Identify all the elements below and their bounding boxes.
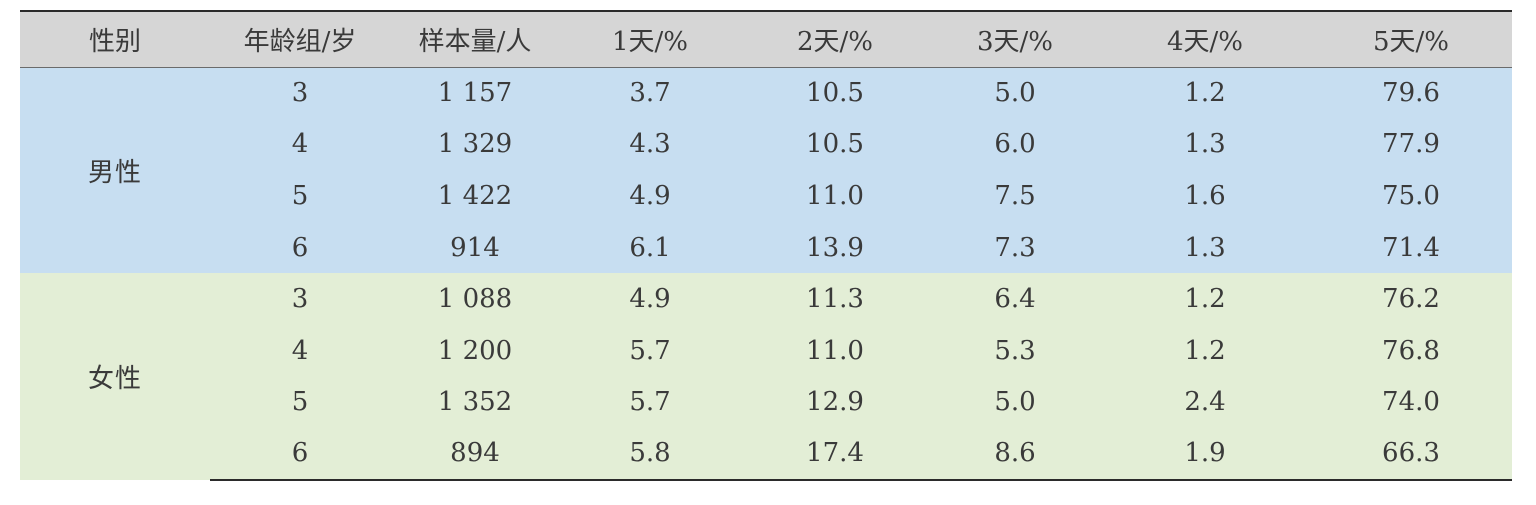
table-row: 4 1 200 5.7 11.0 5.3 1.2 76.8 xyxy=(20,324,1512,377)
age-cell: 6 xyxy=(210,428,390,481)
age-cell: 4 xyxy=(210,118,390,171)
age-cell: 3 xyxy=(210,273,390,325)
sample-cell: 894 xyxy=(390,428,560,481)
age-cell: 4 xyxy=(210,324,390,377)
table-row: 女性 3 1 088 4.9 11.3 6.4 1.2 76.2 xyxy=(20,273,1512,480)
day3-cell: 6.0 xyxy=(930,118,1100,171)
day4-cell: 1.2 xyxy=(1100,273,1310,325)
day1-cell: 4.9 xyxy=(560,170,740,222)
sample-cell: 1 352 xyxy=(390,376,560,429)
female-group: 女性 3 1 088 4.9 11.3 6.4 1.2 76.2 4 1 200… xyxy=(20,273,1512,481)
day1-cell: 5.8 xyxy=(560,428,740,481)
day2-cell: 11.0 xyxy=(740,324,930,377)
table-row: 6 914 6.1 13.9 7.3 1.3 71.4 xyxy=(20,221,1512,274)
day1-cell: 3.7 xyxy=(560,67,740,119)
header-sex: 性别 xyxy=(20,10,210,68)
age-cell: 5 xyxy=(210,170,390,222)
day4-cell: 1.2 xyxy=(1100,324,1310,377)
day3-cell: 5.3 xyxy=(930,324,1100,377)
day5-cell: 75.0 xyxy=(1310,170,1512,222)
age-cell: 3 xyxy=(210,67,390,119)
data-table: 性别 年龄组/岁 样本量/人 1天/% 2天/% 3天/% 4天/% 5天/% … xyxy=(20,10,1512,481)
table-row: 4 1 329 4.3 10.5 6.0 1.3 77.9 xyxy=(20,118,1512,171)
day4-cell: 1.3 xyxy=(1100,118,1310,171)
day1-cell: 4.3 xyxy=(560,118,740,171)
table-row: 5 1 422 4.9 11.0 7.5 1.6 75.0 xyxy=(20,170,1512,222)
sample-cell: 1 329 xyxy=(390,118,560,171)
day2-cell: 10.5 xyxy=(740,118,930,171)
day1-cell: 5.7 xyxy=(560,376,740,429)
sample-cell: 1 088 xyxy=(390,273,560,325)
day4-cell: 2.4 xyxy=(1100,376,1310,429)
day4-cell: 1.6 xyxy=(1100,170,1310,222)
day2-cell: 17.4 xyxy=(740,428,930,481)
sample-cell: 914 xyxy=(390,221,560,274)
sample-cell: 1 200 xyxy=(390,324,560,377)
day5-cell: 74.0 xyxy=(1310,376,1512,429)
day3-cell: 6.4 xyxy=(930,273,1100,325)
sample-cell: 1 422 xyxy=(390,170,560,222)
header-age-group: 年龄组/岁 xyxy=(210,10,390,68)
sex-cell-male: 男性 xyxy=(20,67,210,274)
day5-cell: 77.9 xyxy=(1310,118,1512,171)
day3-cell: 7.3 xyxy=(930,221,1100,274)
day5-cell: 76.2 xyxy=(1310,273,1512,325)
table-row: 男性 3 1 157 3.7 10.5 5.0 1.2 79.6 xyxy=(20,67,1512,274)
sample-cell: 1 157 xyxy=(390,67,560,119)
header-row: 性别 年龄组/岁 样本量/人 1天/% 2天/% 3天/% 4天/% 5天/% xyxy=(20,10,1512,68)
day2-cell: 10.5 xyxy=(740,67,930,119)
male-group: 男性 3 1 157 3.7 10.5 5.0 1.2 79.6 4 1 329… xyxy=(20,67,1512,274)
day2-cell: 11.3 xyxy=(740,273,930,325)
age-cell: 5 xyxy=(210,376,390,429)
header-day-5: 5天/% xyxy=(1310,10,1512,68)
day5-cell: 66.3 xyxy=(1310,428,1512,481)
day4-cell: 1.9 xyxy=(1100,428,1310,481)
day5-cell: 76.8 xyxy=(1310,324,1512,377)
day3-cell: 5.0 xyxy=(930,67,1100,119)
day3-cell: 8.6 xyxy=(930,428,1100,481)
header-sample-size: 样本量/人 xyxy=(390,10,560,68)
day4-cell: 1.2 xyxy=(1100,67,1310,119)
day2-cell: 11.0 xyxy=(740,170,930,222)
day4-cell: 1.3 xyxy=(1100,221,1310,274)
day1-cell: 5.7 xyxy=(560,324,740,377)
day3-cell: 7.5 xyxy=(930,170,1100,222)
header-day-2: 2天/% xyxy=(740,10,930,68)
header-day-4: 4天/% xyxy=(1100,10,1310,68)
sex-cell-female: 女性 xyxy=(20,273,210,480)
day5-cell: 71.4 xyxy=(1310,221,1512,274)
day1-cell: 4.9 xyxy=(560,273,740,325)
day5-cell: 79.6 xyxy=(1310,67,1512,119)
header-day-3: 3天/% xyxy=(930,10,1100,68)
day3-cell: 5.0 xyxy=(930,376,1100,429)
age-cell: 6 xyxy=(210,221,390,274)
table-row: 5 1 352 5.7 12.9 5.0 2.4 74.0 xyxy=(20,376,1512,429)
day2-cell: 13.9 xyxy=(740,221,930,274)
day1-cell: 6.1 xyxy=(560,221,740,274)
day2-cell: 12.9 xyxy=(740,376,930,429)
table-row: 6 894 5.8 17.4 8.6 1.9 66.3 xyxy=(20,428,1512,481)
table-header: 性别 年龄组/岁 样本量/人 1天/% 2天/% 3天/% 4天/% 5天/% xyxy=(20,10,1512,68)
header-day-1: 1天/% xyxy=(560,10,740,68)
